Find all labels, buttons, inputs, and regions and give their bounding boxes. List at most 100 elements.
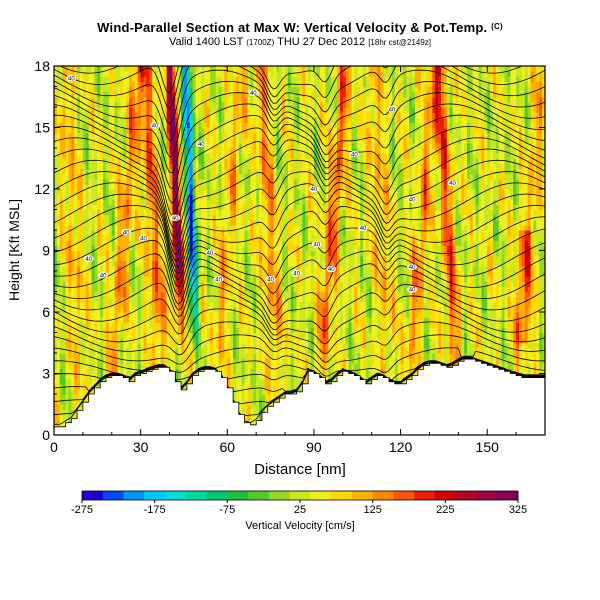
velocity-cell [71,112,75,118]
velocity-cell [166,363,171,369]
velocity-cell [103,322,107,328]
velocity-cell [233,173,237,180]
velocity-cell [183,163,188,170]
velocity-cell [192,322,197,328]
velocity-cell [88,199,93,205]
velocity-cell [108,142,113,149]
velocity-cell [221,132,226,139]
velocity-cell [100,189,104,195]
velocity-cell [59,189,64,195]
velocity-cell [244,76,249,82]
velocity-cell [126,122,130,129]
velocity-cell [123,255,127,262]
velocity-cell [204,230,208,236]
velocity-cell [120,245,124,252]
velocity-cell [230,132,234,139]
velocity-cell [111,363,116,369]
velocity-cell [146,347,150,354]
velocity-cell [54,342,58,349]
velocity-cell [74,96,78,103]
velocity-cell [247,148,251,154]
velocity-cell [143,81,148,88]
velocity-cell [244,414,249,421]
velocity-cell [175,107,179,113]
velocity-cell [68,189,72,195]
velocity-cell [172,317,176,323]
velocity-cell [155,183,159,190]
velocity-cell [149,209,153,216]
velocity-cell [192,163,197,170]
velocity-cell [244,178,249,185]
velocity-cell [198,96,202,103]
velocity-cell [149,260,153,267]
velocity-cell [143,183,148,190]
velocity-cell [183,245,188,252]
velocity-cell [143,342,148,349]
velocity-cell [79,230,84,236]
velocity-cell [244,404,249,410]
velocity-cell [91,250,96,257]
velocity-cell [149,342,153,349]
velocity-cell [111,122,116,129]
velocity-cell [183,230,188,236]
velocity-cell [91,271,96,277]
velocity-cell [59,281,64,287]
velocity-cell [247,153,251,159]
velocity-cell [207,281,211,287]
velocity-cell [54,183,58,190]
velocity-cell [103,230,107,236]
velocity-cell [183,204,188,211]
velocity-cell [117,353,122,359]
velocity-cell [105,363,110,369]
velocity-cell [91,91,96,98]
velocity-cell [140,224,145,231]
velocity-cell [71,378,75,385]
velocity-cell [238,112,243,118]
velocity-cell [117,255,122,262]
velocity-cell [186,317,191,323]
velocity-cell [140,219,145,226]
velocity-cell [189,101,194,108]
velocity-cell [181,378,185,385]
velocity-cell [126,96,130,103]
velocity-cell [198,286,202,293]
velocity-cell [250,240,254,246]
velocity-cell [178,358,182,364]
velocity-cell [253,363,257,369]
velocity-cell [62,409,67,416]
velocity-cell [82,117,87,123]
velocity-cell [192,101,197,108]
velocity-cell [126,132,130,139]
velocity-cell [172,230,176,236]
velocity-cell [120,142,124,149]
velocity-cell [91,194,96,200]
velocity-cell [157,245,162,252]
velocity-cell [238,214,243,221]
velocity-cell [120,306,124,313]
velocity-cell [201,230,205,236]
velocity-cell [82,347,87,354]
velocity-cell [235,347,240,354]
velocity-cell [230,91,234,98]
velocity-cell [71,306,75,313]
velocity-cell [105,286,110,293]
velocity-cell [134,189,139,195]
velocity-cell [152,101,156,108]
velocity-cell [233,342,237,349]
velocity-cell [241,76,246,82]
velocity-cell [94,255,98,262]
velocity-cell [186,71,191,77]
velocity-cell [146,245,150,252]
velocity-cell [56,209,61,216]
velocity-cell [105,332,110,339]
velocity-cell [169,224,174,231]
velocity-cell [103,107,107,113]
velocity-cell [68,317,72,323]
velocity-cell [137,204,142,211]
velocity-cell [85,81,90,88]
velocity-cell [68,230,72,236]
velocity-cell [247,178,251,185]
velocity-cell [126,142,130,149]
velocity-cell [204,122,208,129]
velocity-cell [253,409,257,416]
